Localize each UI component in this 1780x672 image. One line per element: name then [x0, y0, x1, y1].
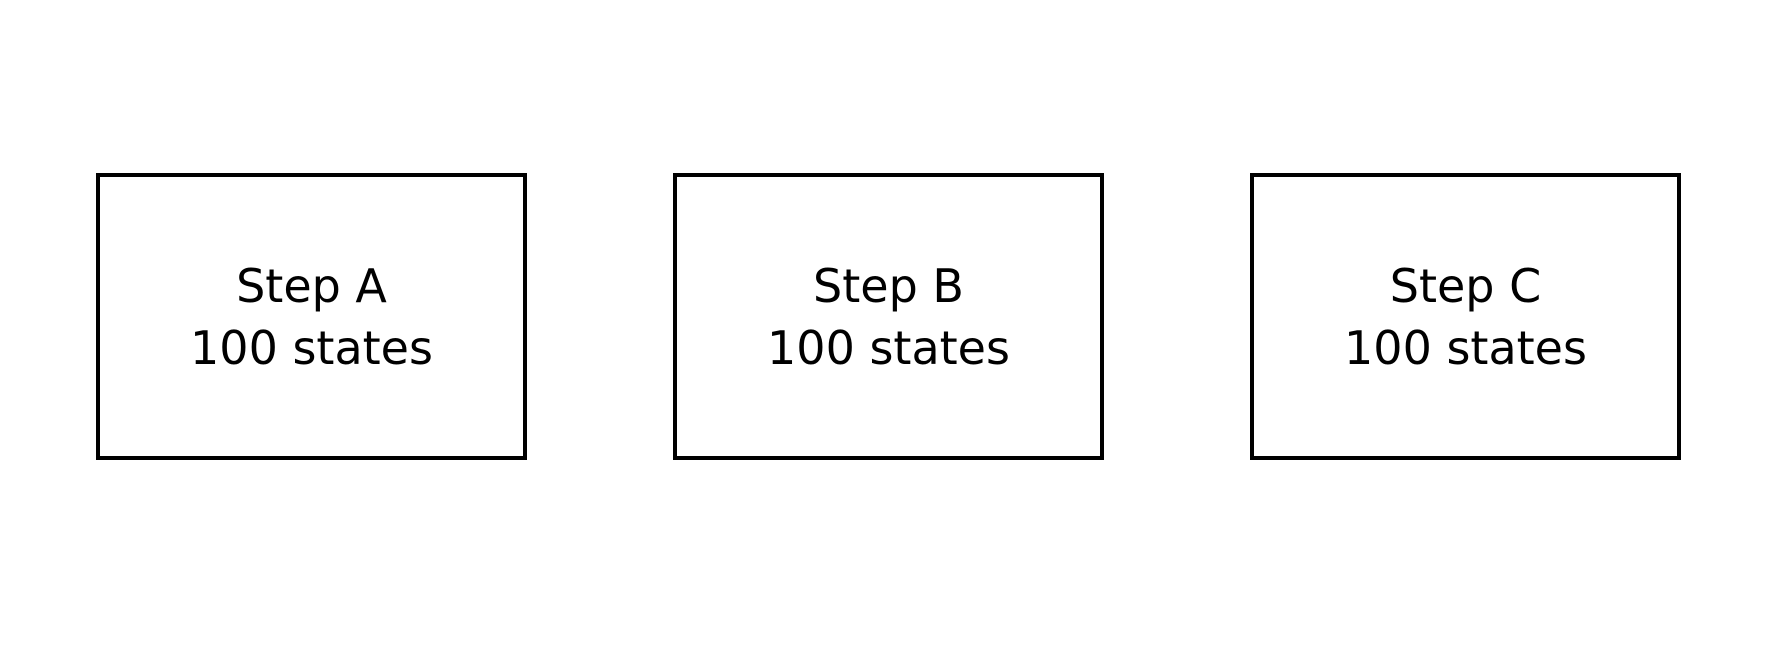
step-c-box: Step C 100 states: [1250, 173, 1681, 460]
step-c-states: 100 states: [1344, 320, 1587, 375]
step-b-box: Step B 100 states: [673, 173, 1104, 460]
step-a-box: Step A 100 states: [96, 173, 527, 460]
step-c-name: Step C: [1389, 258, 1542, 313]
step-a-name: Step A: [236, 258, 387, 313]
step-a-states: 100 states: [190, 320, 433, 375]
step-b-states: 100 states: [767, 320, 1010, 375]
step-b-name: Step B: [813, 258, 964, 313]
